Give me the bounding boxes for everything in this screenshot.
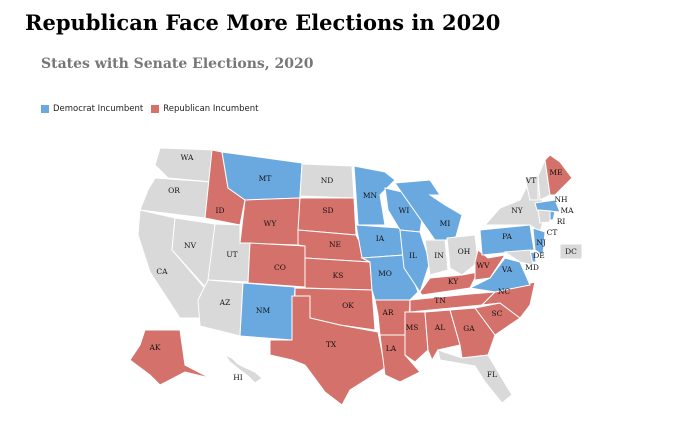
state-label-tx: TX	[326, 340, 337, 349]
state-fl[interactable]	[437, 349, 513, 404]
state-label-il: IL	[409, 251, 417, 260]
state-label-ga: GA	[463, 324, 475, 333]
state-label-de: DE	[533, 251, 545, 260]
state-label-sc: SC	[492, 309, 503, 318]
state-label-nc: NC	[498, 287, 511, 296]
state-label-ny: NY	[511, 206, 524, 215]
legend-swatch-republican	[151, 105, 160, 113]
state-label-ri: RI	[557, 217, 566, 226]
state-label-mo: MO	[378, 269, 392, 278]
state-label-ma: MA	[560, 206, 574, 215]
legend-item-democrat[interactable]: Democrat Incumbent	[41, 104, 143, 114]
state-me[interactable]	[544, 154, 573, 196]
state-label-in: IN	[434, 251, 444, 260]
state-md[interactable]	[503, 249, 534, 266]
state-pa[interactable]	[479, 224, 535, 256]
state-label-ne: NE	[329, 240, 341, 249]
state-ma[interactable]	[534, 199, 561, 213]
state-label-sd: SD	[322, 206, 333, 215]
legend-label: Democrat Incumbent	[53, 104, 144, 114]
state-or[interactable]	[139, 177, 213, 219]
state-label-nd: ND	[321, 176, 334, 185]
state-label-ia: IA	[376, 234, 385, 243]
page-title: Republican Face More Elections in 2020	[25, 10, 501, 35]
state-label-mi: MI	[440, 219, 451, 228]
legend-label: Republican Incumbent	[163, 104, 259, 114]
state-label-ky: KY	[448, 277, 459, 286]
state-ct[interactable]	[537, 209, 551, 224]
state-label-pa: PA	[502, 232, 512, 241]
state-il[interactable]	[399, 229, 431, 294]
legend-item-republican[interactable]: Republican Incumbent	[151, 104, 258, 114]
state-label-al: AL	[434, 323, 445, 332]
state-oh[interactable]	[446, 234, 479, 276]
state-tx[interactable]	[269, 295, 386, 406]
state-in[interactable]	[424, 239, 449, 276]
state-sd[interactable]	[297, 197, 357, 236]
state-label-wi: WI	[399, 206, 410, 215]
state-label-dc: DC	[565, 247, 577, 256]
state-label-mt: MT	[259, 174, 272, 183]
state-label-ca: CA	[156, 267, 168, 276]
state-label-tn: TN	[434, 296, 446, 305]
state-label-mn: MN	[363, 191, 378, 200]
state-label-nh: NH	[554, 195, 568, 204]
state-label-vt: VT	[525, 176, 536, 185]
state-ak[interactable]	[129, 329, 211, 386]
state-hi[interactable]	[223, 353, 263, 384]
state-ri[interactable]	[549, 210, 556, 221]
state-label-nm: NM	[256, 306, 271, 315]
state-label-ok: OK	[342, 301, 354, 310]
state-label-or: OR	[168, 186, 180, 195]
legend-swatch-democrat	[41, 105, 49, 113]
state-vt[interactable]	[524, 175, 539, 201]
state-wv[interactable]	[474, 249, 507, 281]
state-label-az: AZ	[219, 298, 231, 307]
state-label-wy: WY	[264, 219, 278, 228]
map-subtitle: States with Senate Elections, 2020	[41, 56, 314, 72]
state-ms[interactable]	[404, 311, 429, 363]
state-label-ar: AR	[381, 308, 393, 317]
state-label-nj: NJ	[536, 238, 546, 247]
state-label-la: LA	[386, 344, 397, 353]
state-dc[interactable]	[559, 243, 583, 260]
state-label-ms: MS	[406, 323, 419, 332]
state-label-me: ME	[549, 168, 562, 177]
state-label-md: MD	[525, 263, 539, 272]
state-label-fl: FL	[487, 370, 497, 379]
state-label-wv: WV	[476, 261, 490, 270]
state-nj[interactable]	[532, 227, 546, 256]
state-label-ak: AK	[148, 343, 160, 352]
state-az[interactable]	[197, 279, 244, 337]
state-label-co: CO	[274, 263, 286, 272]
state-label-ct: CT	[547, 228, 558, 237]
state-label-nv: NV	[184, 241, 197, 250]
state-label-wa: WA	[181, 153, 194, 162]
state-label-hi: HI	[233, 373, 243, 382]
state-label-id: ID	[216, 206, 225, 215]
state-label-ks: KS	[333, 271, 344, 280]
state-label-oh: OH	[458, 247, 471, 256]
legend: Democrat Incumbent Republican Incumbent	[41, 104, 262, 114]
state-label-va: VA	[501, 265, 513, 274]
state-label-ut: UT	[226, 250, 237, 259]
